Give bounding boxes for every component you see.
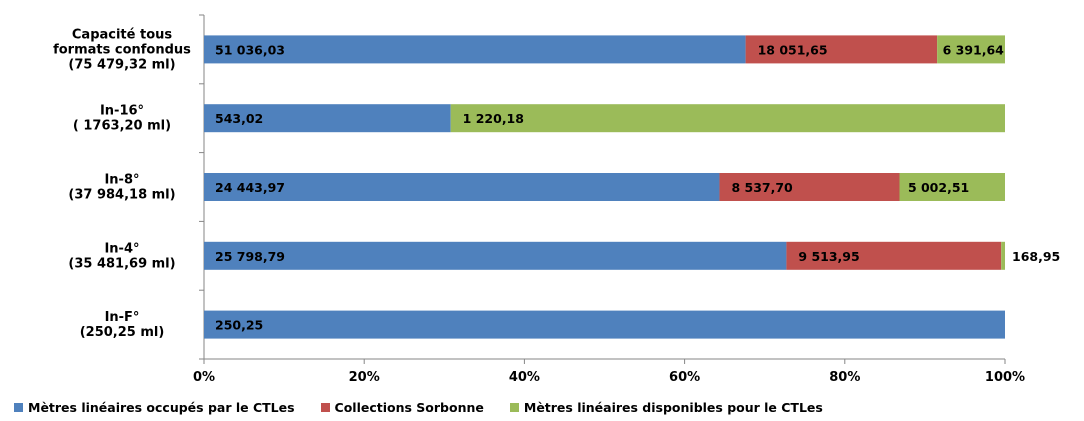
data-label: 1 220,18 xyxy=(463,111,524,126)
legend-item-sorbonne: Collections Sorbonne xyxy=(320,400,484,415)
x-tick-label: 80% xyxy=(829,370,860,385)
category-label: ( 1763,20 ml) xyxy=(73,119,171,134)
data-label: 18 051,65 xyxy=(758,42,828,57)
bar-segment xyxy=(1001,241,1005,270)
x-tick-label: 20% xyxy=(349,370,380,385)
category-label: (37 984,18 ml) xyxy=(68,188,175,203)
legend: Mètres linéaires occupés par le CTLes Co… xyxy=(14,400,849,415)
data-label: 168,95 xyxy=(1012,249,1060,264)
bar-segment xyxy=(204,310,1005,339)
stacked-bar-chart: 0% 20% 40% 60% 80% 100% 51 036,03 18 051,65 6 39… xyxy=(53,14,1060,385)
category-label: In-4° xyxy=(104,241,139,256)
x-tick-label: 0% xyxy=(193,370,215,385)
bar-segment xyxy=(899,173,1005,201)
data-label: 5 002,51 xyxy=(908,180,969,195)
data-label: 6 391,64 xyxy=(943,42,1005,57)
category-label: In-F° xyxy=(105,310,140,325)
bar-segment xyxy=(745,35,938,64)
category-label: formats confondus xyxy=(53,42,191,57)
x-tick-label: 60% xyxy=(669,370,700,385)
category-label: (75 479,32 ml) xyxy=(68,57,175,72)
legend-swatch-blue xyxy=(14,403,23,412)
legend-label-ctles-occupied: Mètres linéaires occupés par le CTLes xyxy=(28,400,295,415)
legend-label-ctles-available: Mètres linéaires disponibles pour le CTL… xyxy=(523,400,823,415)
category-label: In-8° xyxy=(104,173,139,188)
legend-item-ctles-occupied: Mètres linéaires occupés par le CTLes xyxy=(14,400,295,415)
legend-label-sorbonne: Collections Sorbonne xyxy=(334,400,484,415)
data-label: 9 513,95 xyxy=(798,249,859,264)
data-label: 24 443,97 xyxy=(215,180,285,195)
x-tick-label: 40% xyxy=(509,370,540,385)
bar-segment xyxy=(204,241,787,270)
legend-swatch-green xyxy=(509,403,519,412)
data-label: 25 798,79 xyxy=(215,249,285,264)
category-label: (35 481,69 ml) xyxy=(68,256,175,271)
bar-segment xyxy=(204,173,720,201)
x-tick-label: 100% xyxy=(985,370,1025,385)
bar-segment xyxy=(937,35,1005,64)
bar-segment xyxy=(450,104,1006,133)
legend-swatch-red xyxy=(320,403,330,412)
legend-item-ctles-available: Mètres linéaires disponibles pour le CTL… xyxy=(509,400,823,415)
bar-segment xyxy=(719,173,900,201)
data-label: 8 537,70 xyxy=(731,180,793,195)
bar-segment xyxy=(204,35,746,64)
bar-segment xyxy=(204,104,451,133)
data-label: 51 036,03 xyxy=(215,42,285,57)
category-label: In-16° xyxy=(100,104,144,119)
data-label: 543,02 xyxy=(215,111,263,126)
category-label: (250,25 ml) xyxy=(80,325,165,340)
data-label: 250,25 xyxy=(215,318,263,333)
bar-segment xyxy=(786,241,1002,270)
category-label: Capacité tous xyxy=(72,27,173,42)
